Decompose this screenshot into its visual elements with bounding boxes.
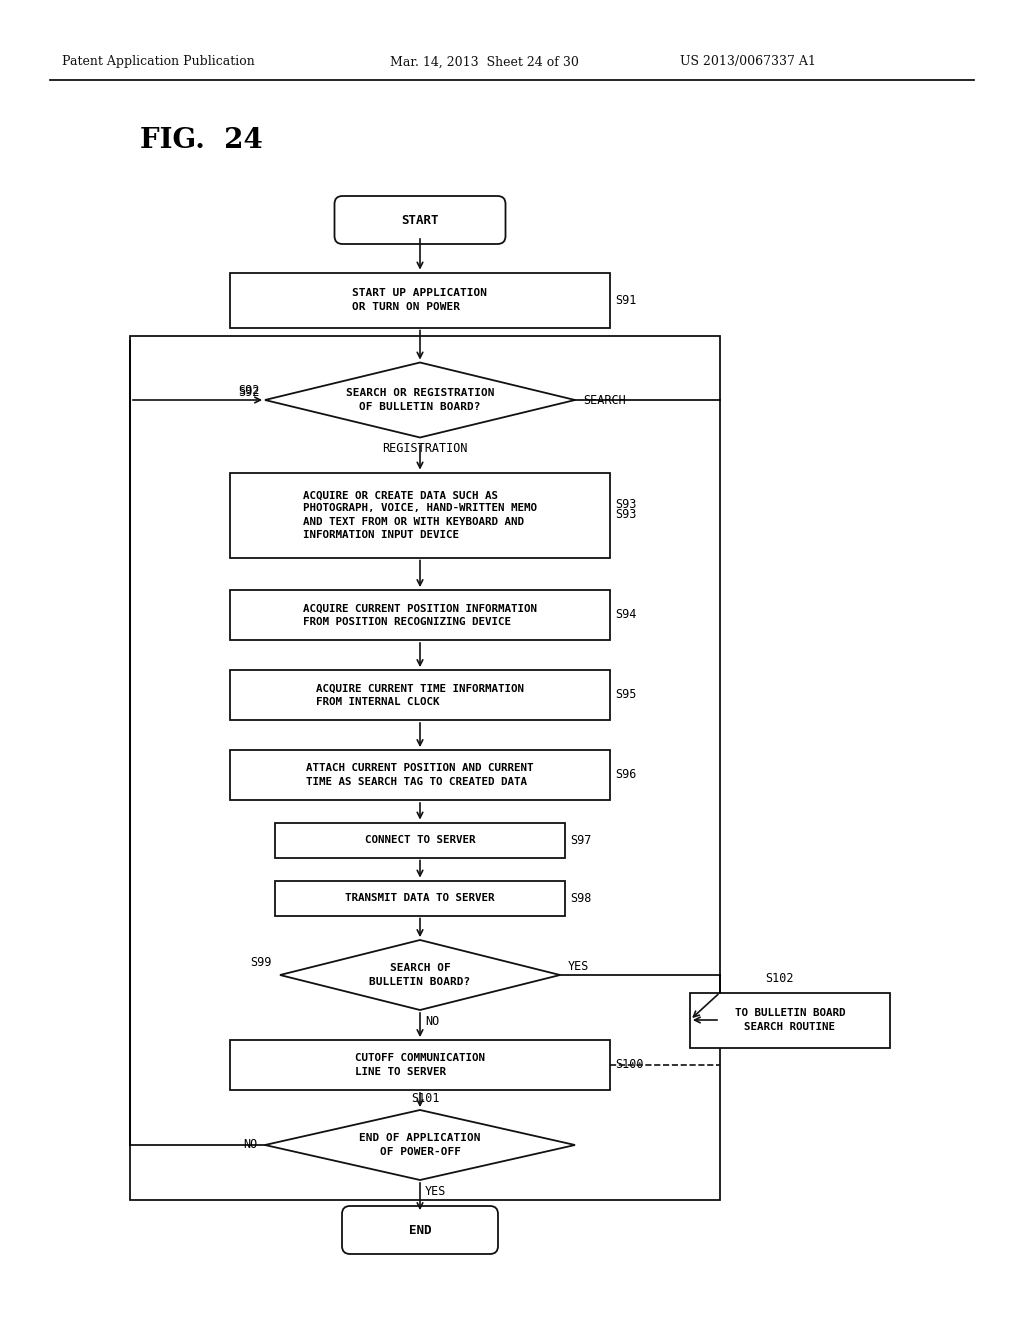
Text: NO: NO (243, 1138, 257, 1151)
Text: S98: S98 (570, 891, 592, 904)
Text: ACQUIRE CURRENT TIME INFORMATION
FROM INTERNAL CLOCK: ACQUIRE CURRENT TIME INFORMATION FROM IN… (316, 684, 524, 706)
Text: S92: S92 (239, 384, 260, 396)
Text: SEARCH OR REGISTRATION
OF BULLETIN BOARD?: SEARCH OR REGISTRATION OF BULLETIN BOARD… (346, 388, 495, 412)
Bar (690, 993, 890, 1048)
Text: END: END (409, 1224, 431, 1237)
Text: S93: S93 (615, 499, 636, 511)
Text: SEARCH: SEARCH (583, 393, 626, 407)
Text: START: START (401, 214, 438, 227)
Text: CUTOFF COMMUNICATION
LINE TO SERVER: CUTOFF COMMUNICATION LINE TO SERVER (355, 1053, 485, 1077)
Text: S93: S93 (615, 508, 636, 521)
Bar (230, 590, 610, 640)
Bar (275, 822, 565, 858)
Bar (275, 880, 565, 916)
Text: REGISTRATION: REGISTRATION (382, 442, 468, 455)
Text: TRANSMIT DATA TO SERVER: TRANSMIT DATA TO SERVER (345, 894, 495, 903)
Text: S96: S96 (615, 768, 636, 781)
Text: S94: S94 (615, 609, 636, 622)
Text: TO BULLETIN BOARD
SEARCH ROUTINE: TO BULLETIN BOARD SEARCH ROUTINE (735, 1008, 845, 1032)
Text: END OF APPLICATION
OF POWER-OFF: END OF APPLICATION OF POWER-OFF (359, 1134, 480, 1156)
Polygon shape (280, 940, 560, 1010)
Bar (230, 1040, 610, 1090)
Text: YES: YES (568, 961, 590, 974)
Text: S92: S92 (239, 385, 260, 399)
Text: ATTACH CURRENT POSITION AND CURRENT
TIME AS SEARCH TAG TO CREATED DATA: ATTACH CURRENT POSITION AND CURRENT TIME… (306, 763, 534, 787)
Bar (230, 750, 610, 800)
Text: Mar. 14, 2013  Sheet 24 of 30: Mar. 14, 2013 Sheet 24 of 30 (390, 55, 579, 69)
Text: S102: S102 (766, 972, 795, 985)
Text: ACQUIRE OR CREATE DATA SUCH AS
PHOTOGRAPH, VOICE, HAND-WRITTEN MEMO
AND TEXT FRO: ACQUIRE OR CREATE DATA SUCH AS PHOTOGRAP… (303, 490, 537, 540)
Bar (230, 473, 610, 557)
Bar (230, 671, 610, 719)
Text: NO: NO (425, 1015, 439, 1028)
Polygon shape (265, 1110, 575, 1180)
Text: ACQUIRE CURRENT POSITION INFORMATION
FROM POSITION RECOGNIZING DEVICE: ACQUIRE CURRENT POSITION INFORMATION FRO… (303, 603, 537, 627)
Text: CONNECT TO SERVER: CONNECT TO SERVER (365, 836, 475, 845)
Bar (230, 272, 610, 327)
Text: S97: S97 (570, 833, 592, 846)
Text: SEARCH OF
BULLETIN BOARD?: SEARCH OF BULLETIN BOARD? (370, 964, 471, 986)
Text: FIG.  24: FIG. 24 (140, 127, 263, 153)
Text: S91: S91 (615, 293, 636, 306)
Text: US 2013/0067337 A1: US 2013/0067337 A1 (680, 55, 816, 69)
Text: S99: S99 (251, 957, 272, 969)
Polygon shape (265, 363, 575, 437)
Bar (130, 335, 720, 1200)
Text: YES: YES (425, 1185, 446, 1199)
Text: S101: S101 (411, 1092, 439, 1105)
Text: S100: S100 (615, 1059, 643, 1072)
FancyBboxPatch shape (342, 1206, 498, 1254)
FancyBboxPatch shape (335, 195, 506, 244)
Text: S95: S95 (615, 689, 636, 701)
Text: Patent Application Publication: Patent Application Publication (62, 55, 255, 69)
Text: START UP APPLICATION
OR TURN ON POWER: START UP APPLICATION OR TURN ON POWER (352, 288, 487, 312)
